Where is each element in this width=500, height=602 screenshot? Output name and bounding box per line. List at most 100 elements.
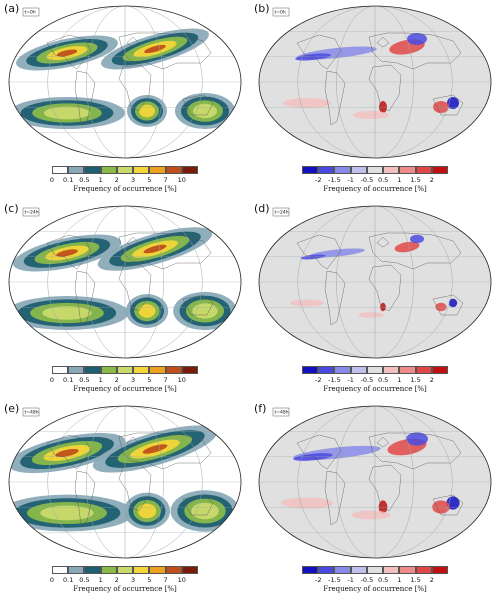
graticule-line — [47, 206, 203, 358]
difference-contour — [353, 111, 389, 119]
frequency-contour — [143, 244, 167, 254]
colorbar-swatch — [350, 166, 367, 174]
panel-d: (d) t=24h -2 -1.5 -1 -0.5 0.5 1 1.5 2 Frequency … — [250, 200, 500, 400]
colorbar-swatch — [100, 166, 117, 174]
colorbar-tick-label: -1 — [347, 376, 354, 384]
colorbar-tick-label: 5 — [147, 376, 152, 384]
colorbar-swatch — [334, 566, 351, 574]
map-border — [258, 5, 492, 159]
coastline — [324, 70, 346, 126]
colorbar-swatch — [334, 166, 351, 174]
colorbar-tick-label: 0.5 — [377, 576, 389, 584]
colorbar-swatch — [366, 166, 384, 174]
colorbar-tick-label: 0.1 — [63, 376, 74, 384]
colorbar-tick-label: 1 — [98, 576, 103, 584]
colorbar-tick-label: -1 — [347, 576, 354, 584]
graticule-line — [297, 406, 453, 558]
coastline — [368, 464, 402, 512]
panel-label: (c) — [4, 202, 19, 215]
colorbar-tick-label: 10 — [177, 576, 186, 584]
colorbar-swatch — [133, 566, 150, 574]
map-difference: t=48h — [258, 405, 492, 559]
colorbar-tick-label: 0.5 — [79, 176, 90, 184]
colorbar-swatch — [415, 166, 432, 174]
coastline — [118, 64, 152, 112]
colorbar-tick-label: -2 — [314, 176, 322, 184]
time-box — [22, 407, 40, 417]
colorbar-tick-label: 2 — [429, 376, 434, 384]
colorbar-tick-label: 1 — [397, 176, 402, 184]
colorbar-tick-label: 0.5 — [377, 176, 389, 184]
coastline — [324, 470, 346, 526]
panel-f: (f) t=48h -2 -1.5 -1 -0.5 0.5 1 1.5 2 Frequency … — [250, 400, 500, 600]
difference-contour — [290, 299, 324, 307]
colorbar-swatch — [181, 366, 198, 374]
colorbar-tick-label: 1 — [397, 576, 402, 584]
colorbar-tick-label: 2 — [114, 176, 119, 184]
difference-contour — [351, 510, 391, 520]
colorbar-tick-label: 1 — [397, 376, 402, 384]
colorbar-tick-label: -2 — [314, 376, 322, 384]
map-frequency: t=0h — [8, 5, 242, 159]
frequency-contour — [191, 502, 219, 520]
colorbar-tick-label: 5 — [147, 576, 152, 584]
panel-b: (b) t=0h -2 -1.5 -1 -0.5 0.5 1 1.5 2 Frequency o… — [250, 0, 500, 200]
time-box — [22, 207, 40, 217]
colorbar-swatch — [350, 566, 367, 574]
difference-contour — [394, 241, 420, 253]
colorbar-tick-label: 3 — [131, 376, 136, 384]
graticule-line — [86, 406, 164, 558]
frequency-contour — [40, 505, 94, 521]
difference-contour — [433, 101, 449, 113]
coastline — [74, 70, 96, 126]
colorbar-tick-label: 10 — [177, 176, 186, 184]
map-frequency: t=24h — [8, 205, 242, 359]
colorbar-swatch — [68, 366, 85, 374]
map-content — [9, 206, 241, 358]
coastline — [296, 34, 342, 70]
colorbar-swatch — [181, 566, 198, 574]
colorbar-tick-label: 2 — [114, 576, 119, 584]
colorbar-swatch — [116, 166, 134, 174]
colorbar-tick-label: 2 — [114, 376, 119, 384]
time-box — [272, 207, 290, 217]
difference-contour — [300, 254, 326, 260]
difference-contour — [379, 101, 387, 113]
colorbar-swatch — [100, 566, 117, 574]
colorbar-swatch — [181, 166, 198, 174]
panel-a: (a) t=0h 0 0.1 0.5 1 2 3 5 7 10 Frequency of occu… — [0, 0, 250, 200]
coastline — [74, 470, 96, 526]
colorbar-tick-label: 3 — [131, 176, 136, 184]
map-content — [9, 406, 241, 558]
map-difference: t=0h — [258, 5, 492, 159]
difference-contour — [407, 33, 427, 45]
colorbar-tick-label: 0 — [49, 176, 55, 184]
map-difference: t=24h — [258, 205, 492, 359]
colorbar-swatch — [165, 566, 182, 574]
frequency-contour — [56, 49, 78, 57]
colorbar-swatch — [149, 166, 166, 174]
colorbar-tick-label: -1.5 — [328, 176, 341, 184]
map-content — [259, 406, 491, 558]
difference-contour — [448, 298, 458, 308]
colorbar-tick-label: -1.5 — [328, 376, 341, 384]
colorbar-tick-label: -0.5 — [360, 176, 374, 184]
colorbar-tick-label: -1 — [347, 176, 354, 184]
colorbar-label: Frequency of occurrence [%] — [73, 585, 177, 593]
time-label: t=48h — [25, 410, 39, 416]
colorbar-label: Frequency of occurrence [%] — [73, 185, 177, 193]
panel-label: (a) — [4, 2, 20, 15]
colorbar-swatch — [52, 166, 69, 174]
colorbar-swatch — [165, 366, 182, 374]
colorbar-tick-label: 3 — [131, 576, 136, 584]
coastline — [432, 294, 464, 316]
coastline — [368, 64, 402, 112]
colorbar-tick-label: 0 — [49, 576, 55, 584]
frequency-contour — [142, 444, 168, 454]
coastline — [118, 432, 212, 470]
colorbar-swatch — [318, 366, 335, 374]
coastline — [432, 94, 464, 116]
colorbar-swatch — [52, 566, 69, 574]
colorbar-tick-label: -0.5 — [360, 576, 374, 584]
colorbar-tick-label: 7 — [163, 576, 168, 584]
